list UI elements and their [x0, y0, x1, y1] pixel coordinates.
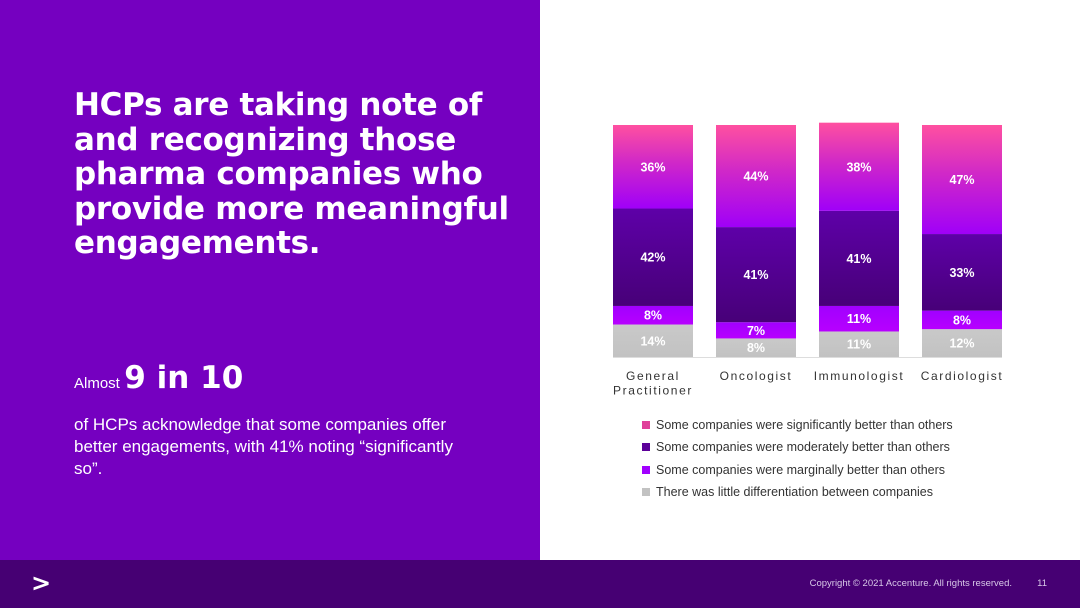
legend-label: Some companies were significantly better… — [656, 418, 953, 433]
bar-segment — [819, 305, 899, 332]
data-label: 41% — [743, 268, 768, 282]
bar-segment — [819, 331, 899, 357]
legend-label: There was little differentiation between… — [656, 485, 934, 500]
bar-segment — [613, 208, 693, 306]
data-label: 8% — [747, 341, 765, 355]
data-label: 44% — [743, 170, 768, 184]
bar-segment — [613, 125, 693, 209]
chart-legend: Some companies were significantly better… — [642, 414, 953, 503]
legend-swatch — [642, 421, 650, 430]
accenture-logo-icon: > — [31, 569, 52, 597]
data-label: 47% — [949, 173, 974, 187]
legend-swatch — [642, 443, 650, 452]
stat-line: Almost 9 in 10 — [74, 360, 243, 396]
bar-segment — [716, 338, 796, 357]
legend-swatch — [642, 465, 650, 474]
stat-description: of HCPs acknowledge that some companies … — [74, 415, 453, 478]
bar-segment — [922, 310, 1002, 330]
legend-item: Some companies were marginally better th… — [642, 459, 953, 481]
page-number: 11 — [1037, 578, 1047, 589]
category-tick-label: General Practitioner — [613, 369, 693, 398]
data-label: 36% — [640, 160, 665, 174]
bar-segment — [819, 122, 899, 211]
data-label: 38% — [846, 160, 871, 174]
footer: > Copyright © 2021 Accenture. All rights… — [0, 560, 1080, 608]
bar-segment — [716, 125, 796, 228]
legend-label: Some companies were moderately better th… — [656, 440, 950, 455]
data-label: 11% — [847, 312, 871, 326]
category-tick-label: Oncologist — [720, 369, 793, 383]
bar-segment — [819, 210, 899, 306]
bar-segment — [716, 322, 796, 339]
stat-prefix: Almost — [74, 375, 120, 392]
legend-item: Some companies were moderately better th… — [642, 436, 953, 458]
data-label: 7% — [747, 324, 765, 338]
copyright-text: Copyright © 2021 Accenture. All rights r… — [809, 578, 1012, 589]
data-label: 12% — [949, 337, 974, 351]
data-label: 42% — [640, 251, 665, 265]
data-label: 14% — [640, 334, 665, 348]
data-label: 11% — [847, 338, 871, 352]
legend-item: Some companies were significantly better… — [642, 414, 953, 436]
bar-segment — [613, 324, 693, 357]
bar-segment — [922, 125, 1002, 235]
left-panel: HCPs are taking note of and recognizing … — [0, 0, 540, 560]
legend-label: Some companies were marginally better th… — [656, 462, 946, 477]
data-label: 8% — [953, 313, 971, 327]
data-label: 33% — [949, 266, 974, 280]
bar-segment — [716, 227, 796, 323]
stacked-bar-chart: 14% 8% 42% 36% 8% 7% 41% 44% 11% 11% 41% 38% 12% 8% 33… — [613, 122, 1004, 398]
data-label: 8% — [644, 309, 662, 323]
chart-panel: 14% 8% 42% 36% 8% 7% 41% 44% 11% 11% 41% 38% 12% 8% 33… — [540, 0, 1080, 560]
bar-segment — [922, 234, 1002, 311]
bar-segment — [922, 329, 1002, 357]
headline: HCPs are taking note of and recognizing … — [74, 87, 509, 261]
category-tick-label: Immunologist — [814, 369, 905, 383]
stat-value: 9 in 10 — [124, 360, 244, 396]
category-tick-label: Cardiologist — [921, 369, 1004, 383]
data-label: 41% — [846, 252, 871, 266]
legend-item: There was little differentiation between… — [642, 481, 953, 503]
legend-swatch — [642, 488, 650, 497]
bar-segment — [613, 305, 693, 325]
